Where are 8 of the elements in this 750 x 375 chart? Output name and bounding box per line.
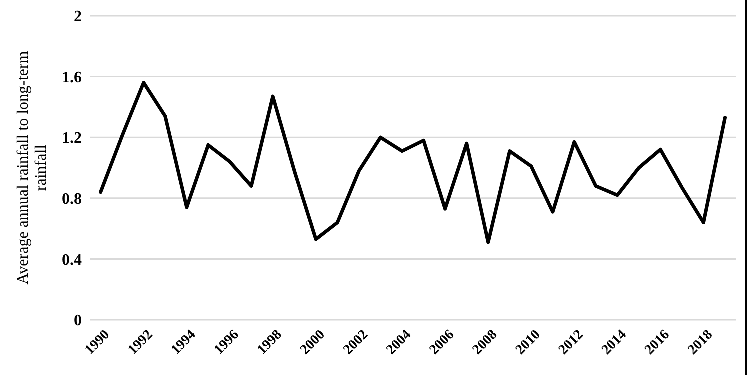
y-tick-label: 1.6 — [62, 69, 82, 86]
y-tick-label: 0.8 — [62, 191, 82, 208]
y-axis-title: Average annual rainfall to long-term rainfall — [15, 50, 50, 285]
line-series — [99, 81, 727, 244]
y-tick-label: 2 — [74, 8, 82, 26]
y-tick-label: 1.2 — [62, 130, 82, 148]
y-tick-label: 0.4 — [62, 252, 82, 269]
y-tick-label: 0 — [74, 312, 82, 330]
